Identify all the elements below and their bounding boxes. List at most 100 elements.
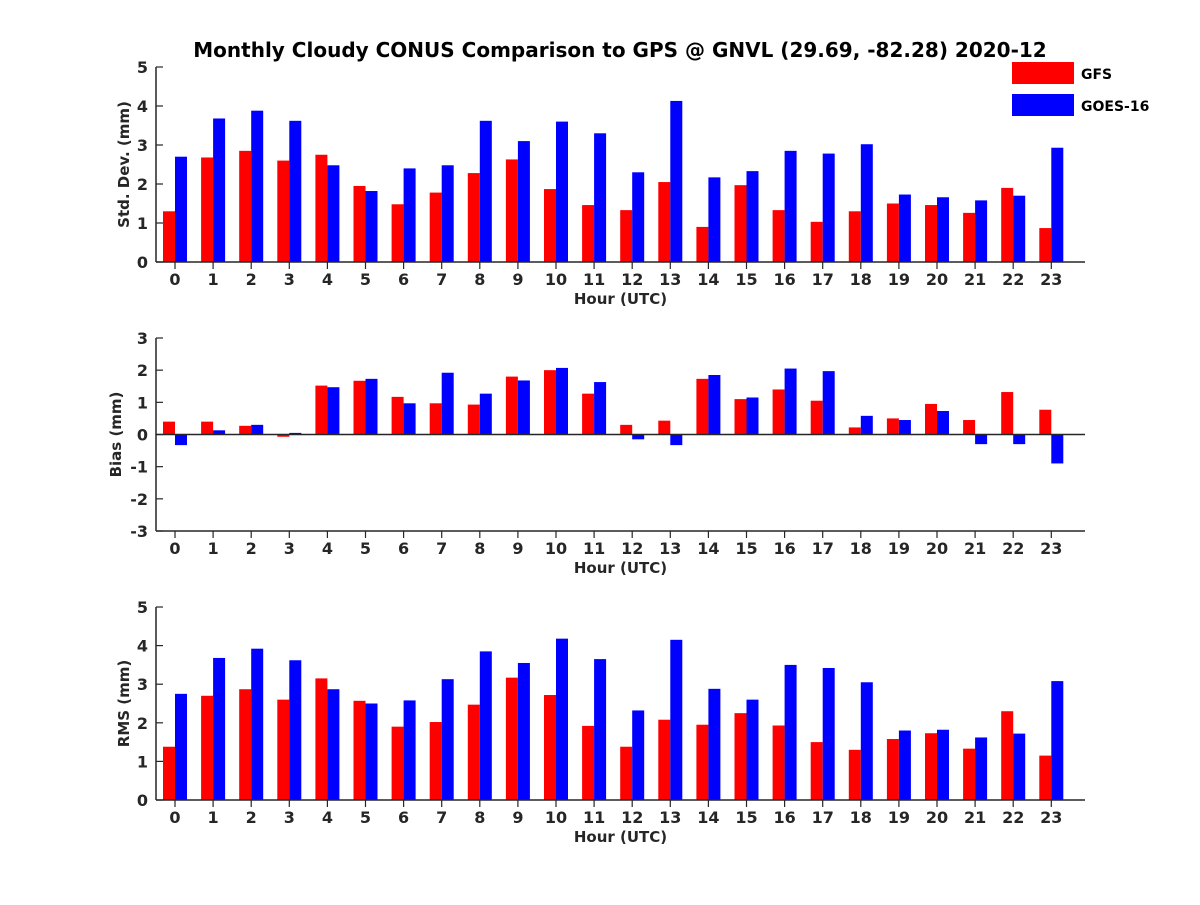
x-tick-label: 22	[1002, 808, 1024, 827]
bar-rms-goes16-h15	[746, 699, 759, 800]
bar-rms-gfs-h7	[429, 722, 442, 800]
bar-bias-gfs-h17	[810, 400, 823, 435]
bar-std-dev-goes16-h5	[365, 191, 378, 262]
x-tick-label: 10	[545, 808, 567, 827]
bar-std-dev-gfs-h14	[696, 226, 709, 262]
x-tick-label: 9	[512, 539, 523, 558]
bar-bias-gfs-h21	[963, 420, 976, 435]
bar-std-dev-goes16-h0	[175, 156, 187, 262]
x-tick-label: 3	[284, 270, 295, 289]
bar-bias-goes16-h8	[479, 393, 492, 435]
bar-rms-gfs-h1	[201, 695, 214, 800]
bar-bias-goes16-h22	[1013, 434, 1026, 445]
bar-rms-gfs-h0	[163, 746, 175, 800]
bar-std-dev-gfs-h10	[544, 189, 556, 262]
bar-std-dev-gfs-h7	[429, 192, 442, 262]
bar-std-dev-goes16-h23	[1051, 147, 1064, 262]
bar-bias-gfs-h8	[467, 404, 480, 435]
bar-bias-goes16-h1	[213, 430, 226, 435]
y-tick-label: 3	[137, 329, 148, 348]
x-tick-label: 13	[659, 270, 681, 289]
y-axis-label: RMS (mm)	[115, 660, 133, 747]
x-tick-label: 2	[246, 270, 257, 289]
bar-std-dev-gfs-h9	[505, 159, 518, 262]
bar-bias-gfs-h23	[1039, 409, 1052, 435]
x-tick-label: 1	[208, 808, 219, 827]
bar-bias-gfs-h5	[353, 380, 366, 435]
x-tick-label: 19	[888, 808, 910, 827]
bar-std-dev-goes16-h18	[860, 144, 873, 262]
x-tick-label: 17	[812, 539, 834, 558]
x-tick-label: 17	[812, 270, 834, 289]
x-tick-label: 20	[926, 539, 948, 558]
bar-bias-gfs-h12	[620, 424, 633, 435]
x-tick-label: 1	[208, 539, 219, 558]
bar-std-dev-goes16-h17	[822, 153, 835, 262]
x-tick-label: 13	[659, 539, 681, 558]
bar-std-dev-gfs-h5	[353, 185, 366, 262]
bar-rms-gfs-h11	[582, 725, 595, 800]
bar-rms-goes16-h2	[251, 648, 264, 800]
bar-rms-goes16-h8	[479, 651, 492, 800]
x-tick-label: 12	[621, 539, 643, 558]
x-axis-label: Hour (UTC)	[574, 290, 667, 308]
bar-std-dev-gfs-h1	[201, 157, 214, 262]
bar-std-dev-gfs-h8	[467, 173, 480, 262]
x-tick-label: 4	[322, 270, 333, 289]
bar-std-dev-goes16-h19	[898, 194, 911, 262]
bar-std-dev-goes16-h10	[556, 121, 568, 262]
bar-std-dev-goes16-h7	[441, 165, 454, 262]
bar-std-dev-goes16-h9	[517, 141, 530, 262]
bar-bias-goes16-h10	[556, 367, 568, 435]
bar-bias-gfs-h16	[772, 389, 785, 435]
x-tick-label: 7	[436, 808, 447, 827]
x-tick-label: 18	[850, 539, 872, 558]
x-tick-label: 14	[697, 270, 719, 289]
bar-rms-gfs-h4	[315, 678, 328, 800]
bar-bias-goes16-h13	[670, 434, 683, 446]
bar-bias-gfs-h19	[886, 418, 899, 435]
x-tick-label: 4	[322, 808, 333, 827]
bar-bias-gfs-h20	[925, 403, 937, 435]
bar-std-dev-gfs-h11	[582, 205, 595, 262]
x-tick-label: 22	[1002, 270, 1024, 289]
x-tick-label: 23	[1040, 539, 1062, 558]
bar-std-dev-gfs-h17	[810, 221, 823, 262]
x-tick-label: 3	[284, 539, 295, 558]
x-tick-label: 11	[583, 270, 605, 289]
bar-std-dev-gfs-h13	[658, 182, 671, 262]
bar-std-dev-gfs-h19	[886, 203, 899, 262]
bar-std-dev-gfs-h23	[1039, 228, 1052, 262]
y-tick-label: 0	[137, 426, 148, 445]
y-tick-label: 0	[137, 791, 148, 810]
y-tick-label: 3	[137, 136, 148, 155]
x-tick-label: 5	[360, 808, 371, 827]
x-tick-label: 6	[398, 270, 409, 289]
bar-std-dev-gfs-h0	[163, 211, 175, 262]
bar-rms-goes16-h3	[289, 660, 302, 800]
x-tick-label: 0	[169, 270, 180, 289]
bar-std-dev-gfs-h15	[734, 185, 747, 262]
bar-std-dev-goes16-h21	[975, 200, 988, 262]
bar-rms-goes16-h13	[670, 639, 683, 800]
bar-bias-goes16-h3	[289, 432, 302, 435]
y-axis-label: Bias (mm)	[107, 392, 125, 478]
legend: GFS GOES-16	[1012, 62, 1149, 116]
y-tick-label: 5	[137, 58, 148, 77]
bar-rms-goes16-h11	[594, 659, 607, 800]
x-tick-label: 18	[850, 270, 872, 289]
bar-rms-gfs-h10	[544, 695, 556, 800]
x-tick-label: 0	[169, 808, 180, 827]
bar-std-dev-goes16-h12	[632, 172, 645, 262]
legend-label-goes16: GOES-16	[1081, 99, 1149, 115]
bar-std-dev-goes16-h8	[479, 120, 492, 262]
legend-label-gfs: GFS	[1081, 67, 1112, 83]
x-tick-label: 12	[621, 270, 643, 289]
x-tick-label: 3	[284, 808, 295, 827]
bar-std-dev-gfs-h12	[620, 210, 633, 262]
bar-rms-goes16-h20	[937, 729, 949, 800]
bar-rms-gfs-h3	[277, 699, 290, 800]
bar-rms-gfs-h14	[696, 724, 709, 800]
x-tick-label: 11	[583, 539, 605, 558]
